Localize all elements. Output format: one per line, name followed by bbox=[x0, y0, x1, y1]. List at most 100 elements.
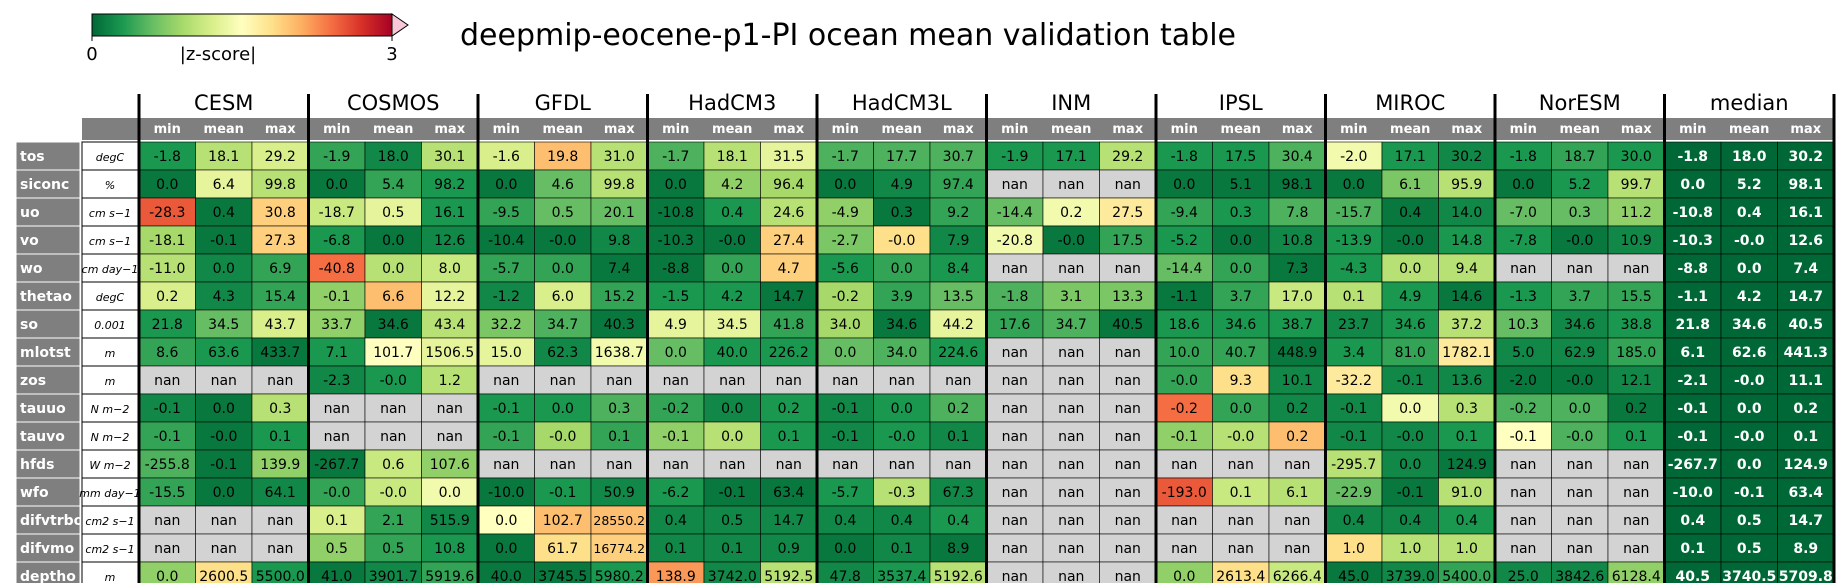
cell-value-deptho-GFDL-mean: 3745.5 bbox=[538, 569, 587, 583]
cell-siconc-HadCM3L-mean bbox=[873, 169, 931, 199]
cell-value-tauvo-MIROC-min: -0.1 bbox=[1340, 429, 1367, 445]
cell-value-wfo-COSMOS-min: -0.0 bbox=[323, 485, 350, 501]
cell-value-siconc-NorESM-mean: 5.2 bbox=[1569, 177, 1591, 193]
cell-value-deptho-CESM-min: 0.0 bbox=[156, 569, 178, 583]
cell-value-deptho-GFDL-max: 5980.2 bbox=[595, 569, 644, 583]
cell-value-mlotst-HadCM3L-max: 224.6 bbox=[938, 345, 978, 361]
cell-thetao-HadCM3-mean bbox=[703, 281, 761, 311]
unit-cell bbox=[81, 421, 139, 451]
row-label-bg bbox=[15, 365, 81, 395]
cell-uo-MIROC-max bbox=[1438, 197, 1496, 227]
cell-difvmo-COSMOS-max bbox=[421, 533, 479, 563]
cell-tauuo-HadCM3-mean bbox=[703, 393, 761, 423]
cell-value-tauuo-HadCM3-min: -0.2 bbox=[662, 401, 689, 417]
cell-value-hfds-INM-max: nan bbox=[1115, 457, 1141, 473]
cell-value-wo-COSMOS-max: 8.0 bbox=[439, 261, 461, 277]
cell-value-zos-HadCM3-min: nan bbox=[663, 373, 689, 389]
cell-value-difvtrbo-median-mean: 0.5 bbox=[1737, 513, 1762, 529]
cell-thetao-GFDL-max bbox=[590, 281, 648, 311]
cell-tos-NorESM-mean bbox=[1551, 141, 1609, 171]
cell-value-uo-INM-min: -14.4 bbox=[997, 205, 1033, 221]
cell-value-uo-CESM-max: 30.8 bbox=[265, 205, 296, 221]
cell-value-zos-median-min: -2.1 bbox=[1677, 373, 1708, 389]
stat-header-GFDL-mean: mean bbox=[543, 122, 583, 137]
row-label-bg bbox=[15, 393, 81, 423]
cell-value-mlotst-IPSL-max: 448.9 bbox=[1277, 345, 1317, 361]
cell-value-so-HadCM3-mean: 34.5 bbox=[717, 317, 748, 333]
cell-value-so-MIROC-max: 37.2 bbox=[1451, 317, 1482, 333]
cell-siconc-IPSL-mean bbox=[1212, 169, 1270, 199]
cell-difvtrbo-HadCM3L-mean bbox=[873, 505, 931, 535]
cell-wo-CESM-min bbox=[138, 253, 196, 283]
cell-uo-GFDL-max bbox=[590, 197, 648, 227]
cell-value-wfo-CESM-min: -15.5 bbox=[149, 485, 185, 501]
cell-tos-HadCM3-mean bbox=[703, 141, 761, 171]
cell-value-hfds-MIROC-min: -295.7 bbox=[1331, 457, 1376, 473]
cell-value-mlotst-COSMOS-min: 7.1 bbox=[326, 345, 348, 361]
cell-value-thetao-COSMOS-min: -0.1 bbox=[323, 289, 350, 305]
cell-value-tauvo-INM-min: nan bbox=[1002, 429, 1028, 445]
cell-value-siconc-NorESM-max: 99.7 bbox=[1621, 177, 1652, 193]
cell-so-NorESM-mean bbox=[1551, 309, 1609, 339]
cell-siconc-median-max bbox=[1777, 169, 1835, 199]
cell-uo-COSMOS-mean bbox=[364, 197, 422, 227]
cell-tauvo-median-min bbox=[1664, 421, 1722, 451]
cell-value-difvmo-median-max: 8.9 bbox=[1793, 541, 1818, 557]
cell-wfo-IPSL-min bbox=[1155, 477, 1213, 507]
cell-value-vo-COSMOS-max: 12.6 bbox=[434, 233, 465, 249]
cell-value-thetao-NorESM-max: 15.5 bbox=[1621, 289, 1652, 305]
unit-wo: cm day−1 bbox=[82, 263, 139, 276]
cell-tauvo-GFDL-max bbox=[590, 421, 648, 451]
cell-value-tauvo-GFDL-min: -0.1 bbox=[493, 429, 520, 445]
cell-tauvo-GFDL-min bbox=[477, 421, 535, 451]
cell-uo-IPSL-mean bbox=[1212, 197, 1270, 227]
cell-value-difvtrbo-CESM-min: nan bbox=[154, 513, 180, 529]
cell-zos-GFDL-min bbox=[477, 365, 535, 395]
model-header-INM: INM bbox=[1051, 91, 1091, 115]
cell-so-median-max bbox=[1777, 309, 1835, 339]
cell-hfds-INM-max bbox=[1099, 449, 1157, 479]
cell-value-deptho-INM-mean: nan bbox=[1058, 569, 1084, 583]
cell-value-mlotst-CESM-max: 433.7 bbox=[260, 345, 300, 361]
cell-value-difvmo-IPSL-max: nan bbox=[1284, 541, 1310, 557]
cell-value-so-median-mean: 34.6 bbox=[1732, 317, 1767, 333]
cell-hfds-COSMOS-min bbox=[308, 449, 366, 479]
unit-cell bbox=[81, 141, 139, 171]
cell-hfds-NorESM-max bbox=[1607, 449, 1665, 479]
cell-tauuo-GFDL-max bbox=[590, 393, 648, 423]
cell-thetao-COSMOS-min bbox=[308, 281, 366, 311]
cell-value-uo-IPSL-mean: 0.3 bbox=[1230, 205, 1252, 221]
cell-value-difvmo-HadCM3L-min: 0.0 bbox=[834, 541, 856, 557]
cell-so-HadCM3-max bbox=[760, 309, 818, 339]
cell-hfds-IPSL-max bbox=[1268, 449, 1326, 479]
cell-value-mlotst-NorESM-mean: 62.9 bbox=[1564, 345, 1595, 361]
cell-value-thetao-HadCM3-mean: 4.2 bbox=[721, 289, 743, 305]
cell-value-siconc-CESM-mean: 6.4 bbox=[213, 177, 235, 193]
cell-value-siconc-IPSL-max: 98.1 bbox=[1282, 177, 1313, 193]
cell-value-zos-GFDL-mean: nan bbox=[550, 373, 576, 389]
cell-value-thetao-IPSL-mean: 3.7 bbox=[1230, 289, 1252, 305]
cell-difvmo-CESM-mean bbox=[195, 533, 253, 563]
cell-difvtrbo-median-min bbox=[1664, 505, 1722, 535]
cell-siconc-HadCM3L-min bbox=[816, 169, 874, 199]
cell-uo-HadCM3-max bbox=[760, 197, 818, 227]
cell-value-uo-GFDL-min: -9.5 bbox=[493, 205, 520, 221]
cell-value-tos-IPSL-min: -1.8 bbox=[1171, 149, 1198, 165]
cell-value-uo-HadCM3L-min: -4.9 bbox=[832, 205, 859, 221]
cell-value-tos-MIROC-min: -2.0 bbox=[1340, 149, 1367, 165]
cell-value-zos-median-mean: -0.0 bbox=[1734, 373, 1765, 389]
cell-value-wfo-median-min: -10.0 bbox=[1673, 485, 1714, 501]
cell-hfds-IPSL-mean bbox=[1212, 449, 1270, 479]
cell-value-uo-HadCM3L-max: 9.2 bbox=[947, 205, 969, 221]
stat-header-MIROC-mean: mean bbox=[1390, 122, 1430, 137]
cell-zos-HadCM3L-mean bbox=[873, 365, 931, 395]
cell-hfds-GFDL-min bbox=[477, 449, 535, 479]
cell-value-mlotst-CESM-mean: 63.6 bbox=[208, 345, 239, 361]
cell-value-hfds-median-mean: 0.0 bbox=[1737, 457, 1762, 473]
cell-value-difvmo-INM-mean: nan bbox=[1058, 541, 1084, 557]
cell-value-hfds-COSMOS-max: 107.6 bbox=[430, 457, 470, 473]
cell-value-vo-HadCM3-min: -10.3 bbox=[658, 233, 694, 249]
row-label-bg bbox=[15, 449, 81, 479]
cell-tauvo-MIROC-max bbox=[1438, 421, 1496, 451]
cell-value-uo-HadCM3-min: -10.8 bbox=[658, 205, 694, 221]
